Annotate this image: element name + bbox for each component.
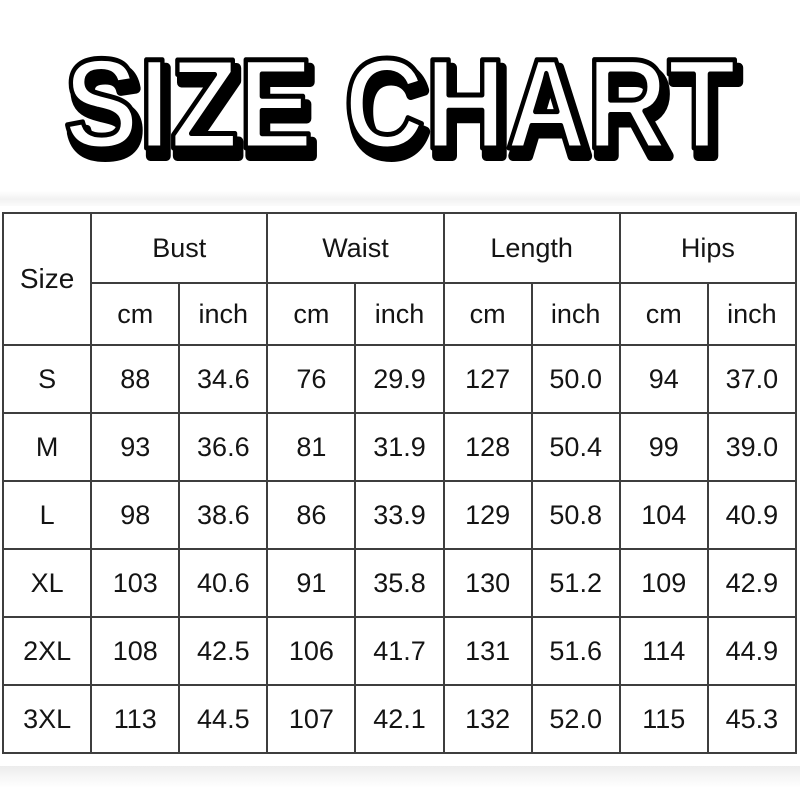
header-row-groups: Size Bust Waist Length Hips <box>1 212 798 346</box>
value-cell: 76 <box>266 344 357 414</box>
table-row-xl: XL 103 40.6 91 35.8 130 51.2 109 42.9 <box>1 548 798 618</box>
value-cell: 106 <box>266 616 357 686</box>
value-cell: 114 <box>618 616 709 686</box>
table-row-s: S 88 34.6 76 29.9 127 50.0 94 37.0 <box>1 344 798 414</box>
value-cell: 52.0 <box>530 684 621 754</box>
size-cell: 3XL <box>1 684 93 754</box>
value-cell: 86 <box>266 480 357 550</box>
unit-header-length-inch: inch <box>530 282 621 346</box>
size-cell: L <box>1 480 93 550</box>
value-cell: 31.9 <box>354 412 445 482</box>
value-cell: 51.2 <box>530 548 621 618</box>
unit-header-length-cm: cm <box>442 282 533 346</box>
value-cell: 108 <box>90 616 181 686</box>
value-cell: 94 <box>618 344 709 414</box>
size-cell: XL <box>1 548 93 618</box>
title-shadow-text: SIZE CHART <box>68 41 740 184</box>
value-cell: 44.9 <box>706 616 798 686</box>
value-cell: 91 <box>266 548 357 618</box>
table-row-m: M 93 36.6 81 31.9 128 50.4 99 39.0 <box>1 412 798 482</box>
unit-header-waist-cm: cm <box>266 282 357 346</box>
value-cell: 42.9 <box>706 548 798 618</box>
header-row-units: cm inch cm inch cm inch cm inch <box>3 282 798 346</box>
value-cell: 107 <box>266 684 357 754</box>
value-cell: 50.4 <box>530 412 621 482</box>
unit-header-bust-cm: cm <box>90 282 181 346</box>
size-cell: S <box>1 344 93 414</box>
value-cell: 51.6 <box>530 616 621 686</box>
value-cell: 50.8 <box>530 480 621 550</box>
value-cell: 45.3 <box>706 684 798 754</box>
value-cell: 113 <box>90 684 181 754</box>
value-cell: 40.6 <box>178 548 269 618</box>
value-cell: 104 <box>618 480 709 550</box>
table-row-l: L 98 38.6 86 33.9 129 50.8 104 40.9 <box>1 480 798 550</box>
value-cell: 103 <box>90 548 181 618</box>
value-cell: 109 <box>618 548 709 618</box>
divider-band-top <box>0 191 800 206</box>
value-cell: 34.6 <box>178 344 269 414</box>
value-cell: 42.1 <box>354 684 445 754</box>
title-text: SIZE CHART <box>64 33 736 176</box>
divider-band-bottom <box>0 766 800 788</box>
value-cell: 38.6 <box>178 480 269 550</box>
value-cell: 37.0 <box>706 344 798 414</box>
title-graphic: SIZE CHART SIZE CHART <box>62 31 746 190</box>
value-cell: 33.9 <box>354 480 445 550</box>
size-chart-table: Size Bust Waist Length Hips cm inch cm i… <box>1 212 798 754</box>
header-waist: Waist <box>266 212 445 284</box>
value-cell: 132 <box>442 684 533 754</box>
unit-header-bust-inch: inch <box>178 282 269 346</box>
unit-header-hips-cm: cm <box>618 282 709 346</box>
value-cell: 98 <box>90 480 181 550</box>
value-cell: 129 <box>442 480 533 550</box>
header-length: Length <box>442 212 621 284</box>
unit-header-waist-inch: inch <box>354 282 445 346</box>
value-cell: 128 <box>442 412 533 482</box>
value-cell: 93 <box>90 412 181 482</box>
value-cell: 99 <box>618 412 709 482</box>
value-cell: 127 <box>442 344 533 414</box>
value-cell: 40.9 <box>706 480 798 550</box>
unit-header-hips-inch: inch <box>706 282 798 346</box>
header-bust: Bust <box>90 212 269 284</box>
value-cell: 50.0 <box>530 344 621 414</box>
value-cell: 130 <box>442 548 533 618</box>
header-size: Size <box>1 212 93 346</box>
value-cell: 42.5 <box>178 616 269 686</box>
value-cell: 81 <box>266 412 357 482</box>
value-cell: 115 <box>618 684 709 754</box>
value-cell: 36.6 <box>178 412 269 482</box>
value-cell: 44.5 <box>178 684 269 754</box>
header-hips: Hips <box>618 212 798 284</box>
size-cell: 2XL <box>1 616 93 686</box>
value-cell: 29.9 <box>354 344 445 414</box>
value-cell: 41.7 <box>354 616 445 686</box>
table-row-3xl: 3XL 113 44.5 107 42.1 132 52.0 115 45.3 <box>1 684 798 754</box>
value-cell: 131 <box>442 616 533 686</box>
value-cell: 35.8 <box>354 548 445 618</box>
size-cell: M <box>1 412 93 482</box>
page-title: SIZE CHART SIZE CHART <box>0 28 800 190</box>
table-row-2xl: 2XL 108 42.5 106 41.7 131 51.6 114 44.9 <box>1 616 798 686</box>
value-cell: 39.0 <box>706 412 798 482</box>
value-cell: 88 <box>90 344 181 414</box>
